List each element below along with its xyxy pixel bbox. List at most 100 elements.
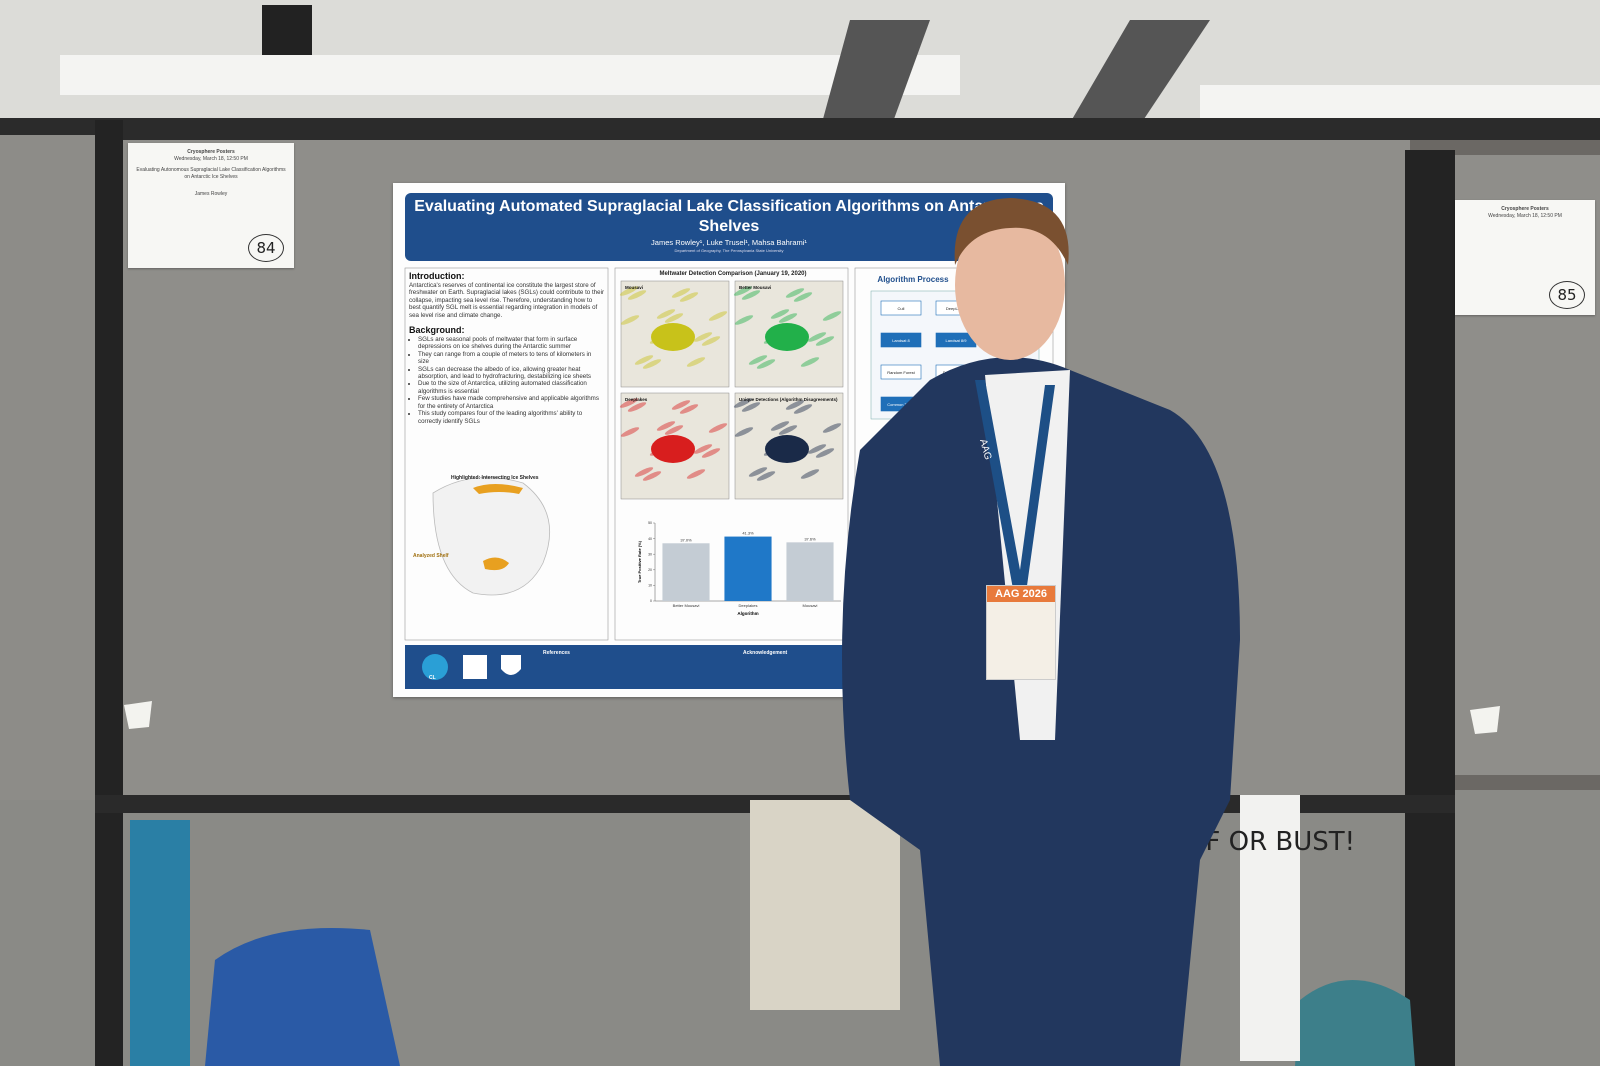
process-label: Landsat 8 [892,338,910,343]
melt-streak [634,467,654,477]
melt-streak [679,292,699,302]
y-tick-label: 20 [648,568,652,572]
bullet: This study compares four of the leading … [418,410,604,425]
x-tick-label: Mousavi [803,603,818,608]
references: References [543,650,570,656]
x-tick-label: Better Mousavi [673,603,700,608]
melt-streak [741,290,761,300]
column-box [404,267,609,641]
melt-streak [785,288,805,298]
bar [786,542,834,601]
melt-streak [619,286,639,296]
melt-streak [686,357,706,367]
melt-streak [748,355,768,365]
y-tick-label: 0 [650,599,652,603]
process-node [880,300,922,316]
panel-label: Mousavi [625,285,643,290]
sign-heading: Cryosphere Posters [187,149,235,155]
projector [262,5,312,55]
poster-affiliation: Department of Geography, The Pennsylvani… [674,248,784,253]
logo-text: CL [429,675,436,681]
process-label: Landsat 8/9 [946,338,968,343]
melt-blob [765,323,809,351]
face [955,210,1065,360]
melt-streak [620,427,640,437]
y-tick-label: 50 [648,521,652,525]
panel [0,135,95,800]
hair [954,198,1069,265]
column-box [614,267,849,641]
melt-streak [634,355,654,365]
sign-number: 85 [1549,281,1585,309]
bar [662,543,710,601]
value-label: 37.0% [680,537,692,542]
figure-title: Meltwater Detection Comparison (January … [659,271,807,277]
lanyard [975,380,1055,600]
intro: Introduction: Antarctica's reserves of c… [409,271,604,425]
person-legs [750,800,900,1010]
vent [1060,20,1210,140]
sign-author: James Rowley [194,191,228,197]
melt-streak [627,402,647,412]
poster-tube [130,820,190,1066]
post [95,120,123,1066]
y-tick-label: 40 [648,537,652,541]
melt-streak [701,448,721,458]
melt-streak [679,404,699,414]
y-tick-label: 10 [648,584,652,588]
melt-streak [734,427,754,437]
badge-event: AAG 2026 [987,586,1055,602]
cup [124,701,152,729]
melt-streak [642,359,662,369]
process-node [880,332,922,348]
melt-streak [734,315,754,325]
post [1405,150,1455,1066]
melt-streak [800,357,820,367]
bar [724,536,772,601]
melt-streak [619,398,639,408]
y-axis-label: True Positive Rate (%) [637,540,642,583]
melt-streak [701,336,721,346]
melt-streak [656,309,676,319]
melt-streak [815,448,835,458]
sign-time: Wednesday, March 18, 12:50 PM [1488,213,1562,219]
cup [1470,706,1500,734]
melt-streak [793,292,813,302]
melt-streak [627,290,647,300]
map-title: Highlighted: Intersecting Ice Shelves [451,475,539,481]
antarctica [432,477,550,596]
melt-streak [664,313,684,323]
room-sign: Cryosphere Posters Wednesday, March 18, … [128,143,294,268]
melt-streak [756,471,776,481]
bullet: Few studies have made comprehensive and … [418,395,604,410]
melt-blob [651,323,695,351]
melt-streak [671,400,691,410]
panel-label: Better Mousavi [739,285,771,290]
melt-streak [822,423,842,433]
panel-label: Unique Detections (Algorithm Disagreemen… [739,397,838,402]
melt-streak [686,469,706,479]
melt-streak [778,425,798,435]
melt-streak [708,311,728,321]
melt-streak [733,286,753,296]
melt-streak [642,471,662,481]
process-label: DeepLakes [946,306,966,311]
backpack [1295,980,1415,1066]
title-bar [405,193,1053,261]
psu-shield [501,655,521,675]
qr-code [463,655,487,679]
map-legend: Analyzed Shelf [413,553,449,559]
bullet: SGLs can decrease the albedo of ice, all… [418,366,604,381]
bullet: They can range from a couple of meters t… [418,351,604,366]
acknowledgement: Acknowledgement [743,650,788,656]
name-badge: AAG 2026 [986,585,1056,680]
sign-heading: Cryosphere Posters [1501,206,1549,212]
panel-label: Deeplakes [625,397,648,402]
melt-streak [785,400,805,410]
melt-streak [807,332,827,342]
melt-streak [693,332,713,342]
melt-streak [708,423,728,433]
melt-streak [733,398,753,408]
melt-streak [656,421,676,431]
